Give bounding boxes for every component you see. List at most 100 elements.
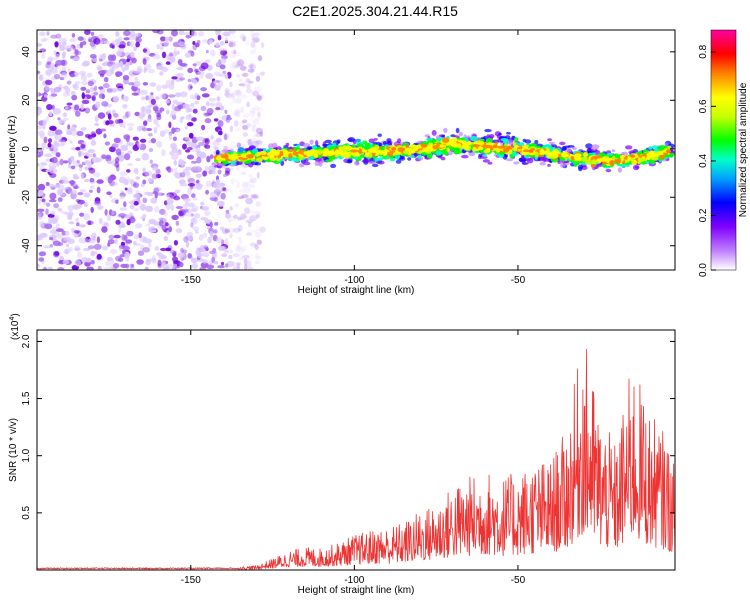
noise-point [88, 39, 93, 42]
noise-point [149, 82, 157, 87]
noise-point [50, 62, 55, 68]
noise-point [148, 132, 153, 137]
noise-point [184, 136, 191, 141]
noise-point [55, 223, 60, 230]
noise-point [237, 216, 243, 221]
signal-point [585, 143, 593, 149]
y-tick-label: -40 [21, 238, 32, 253]
signal-point [314, 161, 321, 166]
noise-point [54, 251, 60, 256]
signal-point [453, 150, 461, 155]
signal-point [248, 162, 254, 168]
noise-point [114, 181, 118, 186]
noise-point [135, 32, 142, 37]
noise-point [186, 122, 194, 127]
noise-point [246, 81, 255, 84]
noise-point [220, 58, 227, 64]
noise-point [96, 186, 101, 194]
noise-point [119, 207, 124, 211]
noise-point [156, 124, 160, 128]
noise-point [102, 83, 110, 89]
noise-point [199, 266, 206, 270]
signal-point [486, 147, 491, 151]
signal-point [371, 163, 379, 168]
noise-point [62, 259, 70, 265]
noise-point [55, 228, 64, 233]
noise-point [79, 224, 86, 228]
noise-point [203, 112, 211, 117]
noise-point [196, 136, 204, 141]
noise-point [242, 255, 250, 259]
noise-point [73, 185, 80, 189]
signal-point [549, 155, 557, 159]
signal-point [364, 143, 371, 148]
noise-point [249, 70, 254, 74]
signal-point [233, 151, 238, 155]
noise-point [113, 234, 121, 239]
colorbar-ticks: 0.0 0.2 0.4 0.6 0.8 [698, 44, 716, 277]
noise-point [84, 178, 90, 183]
noise-point [225, 167, 231, 174]
noise-point [170, 79, 175, 86]
noise-point [64, 248, 69, 255]
noise-point [107, 54, 114, 62]
noise-point [37, 60, 42, 66]
noise-point [201, 259, 208, 264]
noise-point [119, 254, 125, 258]
noise-point [37, 108, 43, 115]
noise-point [80, 173, 84, 180]
noise-point [190, 77, 196, 81]
noise-point [97, 265, 102, 270]
noise-point [230, 61, 239, 69]
noise-point [87, 245, 95, 250]
noise-point [225, 117, 233, 121]
noise-point [171, 127, 176, 134]
signal-point [598, 152, 606, 157]
noise-point [146, 118, 153, 123]
noise-point [219, 182, 225, 187]
noise-point [37, 216, 43, 220]
signal-point [359, 154, 365, 158]
noise-point [239, 33, 246, 39]
noise-point [94, 251, 98, 255]
signal-point [625, 145, 633, 150]
signal-point [288, 148, 297, 153]
noise-point [71, 189, 78, 195]
noise-point [245, 265, 252, 269]
noise-point [251, 34, 255, 41]
noise-point [74, 245, 80, 251]
noise-point [179, 261, 184, 268]
noise-point [78, 164, 84, 168]
noise-point [107, 113, 112, 120]
noise-point [57, 117, 61, 121]
noise-point [49, 192, 57, 200]
noise-point [47, 266, 53, 270]
noise-point [209, 231, 214, 238]
noise-point [220, 50, 224, 56]
noise-point [255, 76, 261, 82]
noise-point [55, 33, 62, 39]
noise-point [256, 172, 260, 179]
noise-point [202, 232, 208, 238]
noise-point [37, 235, 41, 241]
noise-point [222, 227, 228, 235]
noise-point [119, 122, 123, 128]
x-tick-label: -50 [511, 275, 526, 286]
noise-point [196, 39, 201, 45]
noise-point [73, 50, 82, 56]
noise-point [249, 30, 255, 37]
noise-point [68, 211, 74, 217]
noise-point [76, 159, 80, 164]
y-tick-label: 2.0 [21, 334, 32, 348]
y-tick-label: 0.5 [21, 505, 32, 519]
signal-point [489, 134, 495, 139]
signal-point [299, 154, 304, 157]
noise-point [245, 260, 251, 268]
noise-point [230, 249, 234, 257]
noise-point [230, 141, 236, 149]
noise-point [130, 33, 138, 37]
signal-point [611, 155, 616, 161]
noise-point [113, 137, 121, 143]
noise-point [126, 218, 131, 226]
noise-point [248, 60, 253, 66]
